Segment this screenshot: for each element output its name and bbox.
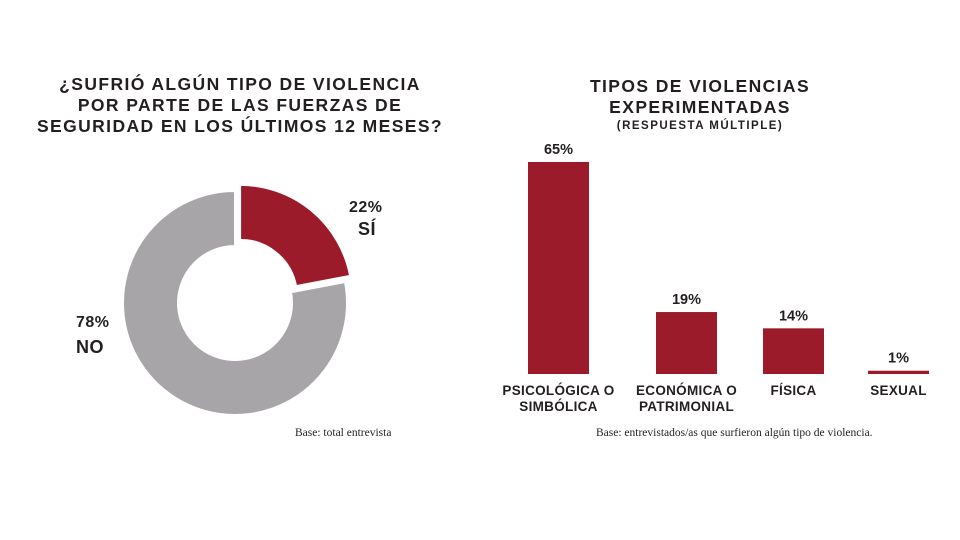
bar-title-line-1: TIPOS DE VIOLENCIAS — [589, 76, 811, 96]
slice-category-label-si: SÍ — [358, 219, 377, 239]
donut-title-line-3: SEGURIDAD EN LOS ÚLTIMOS 12 MESES? — [36, 116, 444, 136]
donut-chart-title: ¿SUFRIÓ ALGÚN TIPO DE VIOLENCIA POR PART… — [0, 74, 480, 137]
bar-category-label-1-line-0: ECONÓMICA O — [636, 383, 737, 398]
donut-title-line-2: POR PARTE DE LAS FUERZAS DE — [77, 95, 403, 115]
donut-slice-no — [122, 189, 348, 416]
donut-title-line-1: ¿SUFRIÓ ALGÚN TIPO DE VIOLENCIA — [59, 74, 421, 94]
bar-category-label-2-line-0: FÍSICA — [770, 383, 816, 398]
bar-value-label-3: 1% — [888, 351, 909, 367]
bar-value-label-1: 19% — [672, 292, 701, 308]
donut-slice-si — [239, 183, 352, 288]
bar-category-label-0-line-0: PSICOLÓGICA O — [502, 383, 614, 398]
bar-category-label-1-line-1: PATRIMONIAL — [639, 399, 734, 414]
donut-base-note: Base: total entrevista — [295, 427, 392, 439]
bar-value-label-2: 14% — [779, 308, 808, 324]
bar-title-line-2: EXPERIMENTADAS — [609, 97, 791, 117]
slice-category-label-no: NO — [76, 337, 104, 357]
bar-base-note: Base: entrevistados/as que surfieron alg… — [596, 427, 873, 439]
bar-2 — [763, 328, 824, 374]
bar-value-label-0: 65% — [544, 142, 573, 158]
bar-3 — [868, 370, 929, 374]
bar-1 — [656, 312, 717, 374]
slice-value-label-no: 78% — [76, 314, 110, 331]
bar-chart-title: TIPOS DE VIOLENCIAS EXPERIMENTADAS — [530, 76, 870, 118]
bar-0 — [528, 162, 589, 374]
bar-chart-subtitle: (RESPUESTA MÚLTIPLE) — [616, 120, 784, 132]
bar-category-label-0-line-1: SIMBÓLICA — [519, 399, 597, 414]
slice-value-label-si: 22% — [349, 199, 383, 216]
bar-category-label-3-line-0: SEXUAL — [870, 383, 927, 398]
